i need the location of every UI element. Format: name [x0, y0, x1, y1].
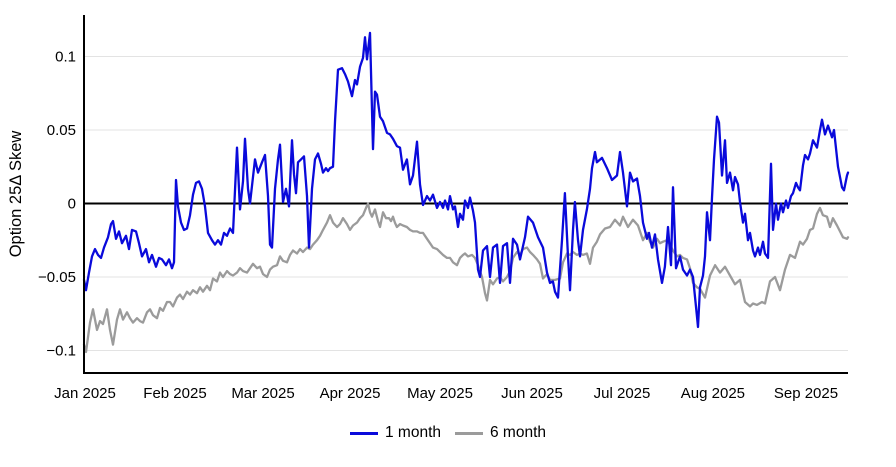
legend: 1 month 6 month [0, 424, 896, 442]
legend-swatch-6-month-line [455, 431, 483, 435]
y-axis-title: Option 25Δ Skew [7, 131, 25, 258]
series-layer [82, 31, 850, 354]
x-tick-label: Aug 2025 [681, 385, 745, 402]
x-tick-label: Apr 2025 [320, 385, 381, 402]
x-tick-label: Jun 2025 [501, 385, 563, 402]
y-tick-label: −0.1 [46, 343, 76, 360]
tick-label-layer: 0.1 0.05 0 −0.05 −0.1 Jan 2025 Feb 2025 Mar 202… [38, 48, 838, 402]
x-tick-label: Jul 2025 [594, 385, 651, 402]
y-tick-label: 0.05 [47, 122, 76, 139]
x-tick-label: Feb 2025 [143, 385, 206, 402]
plot-area: 0.1 0.05 0 −0.05 −0.1 Jan 2025 Feb 2025 Mar 202… [7, 15, 850, 402]
y-tick-label: 0 [68, 195, 76, 212]
legend-item-6-month: 6 month [455, 424, 546, 442]
y-tick-label: 0.1 [55, 48, 76, 65]
x-tick-label: Jan 2025 [54, 385, 116, 402]
axis-layer [83, 15, 848, 374]
legend-item-1-month: 1 month [349, 424, 441, 442]
legend-label-1-month: 1 month [384, 424, 441, 441]
x-tick-label: Mar 2025 [231, 385, 294, 402]
series-line-6-month [82, 202, 850, 354]
y-tick-label: −0.05 [38, 269, 76, 286]
series-line-1-month [82, 31, 850, 329]
x-tick-label: May 2025 [407, 385, 473, 402]
x-tick-label: Sep 2025 [774, 385, 838, 402]
legend-swatch-1-month-line [349, 431, 378, 435]
legend-label-6-month: 6 month [490, 424, 547, 441]
